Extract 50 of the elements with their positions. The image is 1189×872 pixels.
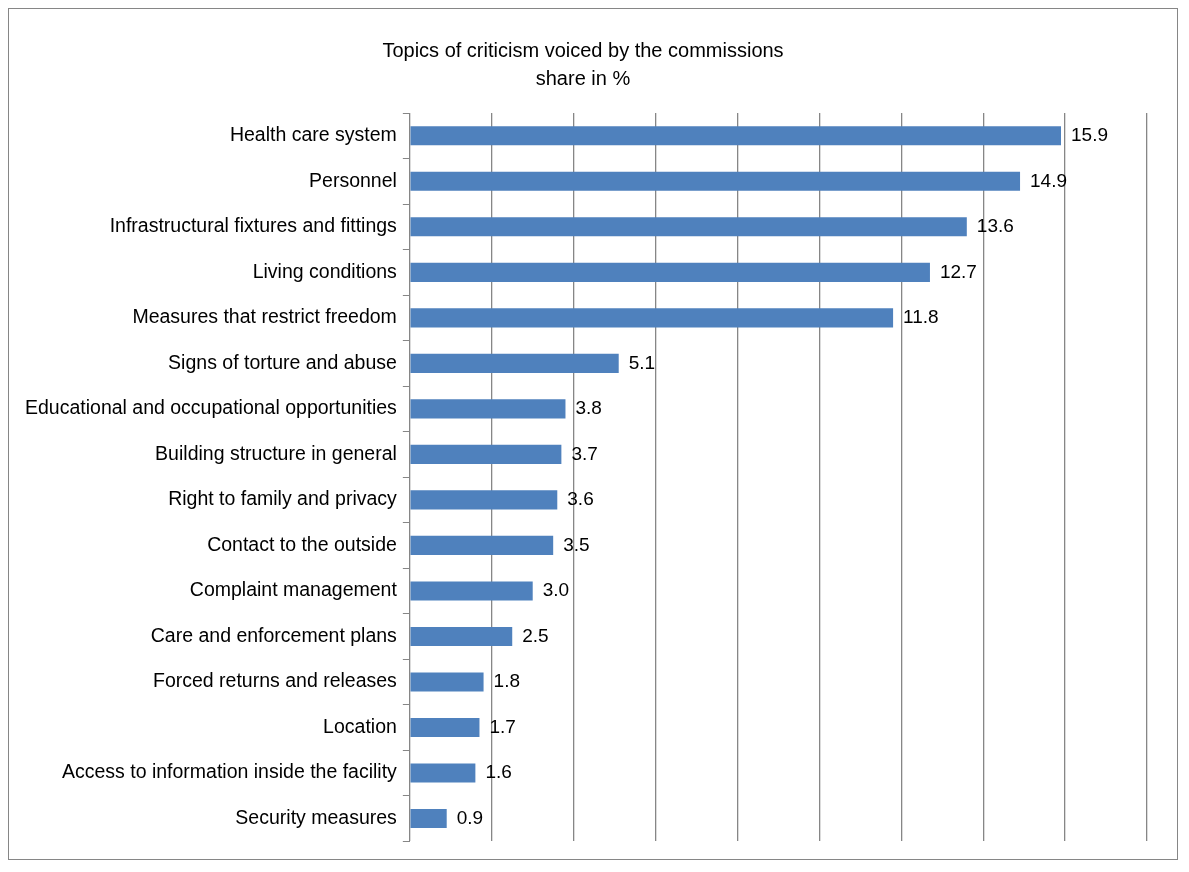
- y-tick-label: Infrastructural fixtures and fittings: [109, 214, 398, 237]
- bar: [410, 308, 894, 328]
- y-tick-label: Living conditions: [252, 259, 398, 282]
- bar: [410, 535, 554, 555]
- bar: [410, 808, 447, 829]
- data-label: 3.8: [575, 397, 602, 419]
- y-tick-label: Access to information inside the facility: [61, 760, 398, 783]
- data-label: 3.7: [571, 442, 598, 464]
- data-label: 1.7: [489, 715, 516, 737]
- y-tick-label: Signs of torture and abuse: [168, 350, 397, 373]
- data-label: 14.9: [1030, 169, 1068, 191]
- data-label: 3.5: [563, 533, 590, 555]
- bar: [410, 581, 533, 601]
- data-label: 15.9: [1071, 123, 1108, 145]
- y-tick-label: Care and enforcement plans: [150, 623, 398, 646]
- y-tick-label: Location: [323, 714, 397, 737]
- data-label: 3.6: [567, 488, 594, 510]
- bar: [410, 626, 513, 647]
- data-label: 2.5: [522, 624, 549, 646]
- y-tick-label: Right to family and privacy: [168, 487, 398, 510]
- chart-subtitle: share in %: [535, 66, 631, 89]
- bar: [410, 262, 930, 282]
- data-label: 1.8: [493, 670, 520, 692]
- y-tick-label: Contact to the outside: [207, 532, 397, 555]
- y-tick-label: Forced returns and releases: [152, 669, 398, 692]
- y-tick-label: Educational and occupational opportunities: [24, 396, 398, 419]
- data-label: 13.6: [976, 215, 1014, 237]
- y-tick-label: Complaint management: [189, 578, 398, 601]
- bar: [410, 717, 480, 738]
- bar: [410, 399, 566, 419]
- data-label: 0.9: [456, 806, 484, 828]
- bar: [410, 763, 476, 783]
- chart-title: Topics of criticism voiced by the commissions: [382, 38, 784, 61]
- data-label: 3.0: [542, 579, 570, 601]
- data-label: 1.6: [485, 761, 512, 783]
- y-tick-label: Security measures: [235, 805, 398, 828]
- data-label: 5.1: [628, 351, 656, 373]
- y-tick-label: Personnel: [309, 168, 397, 191]
- bar: [410, 171, 1021, 191]
- y-tick-label: Health care system: [229, 123, 397, 146]
- bar: [410, 444, 562, 464]
- data-label: 11.8: [903, 306, 939, 328]
- y-tick-label: Building structure in general: [155, 441, 397, 464]
- y-tick-label: Measures that restrict freedom: [132, 305, 397, 328]
- bar: [410, 490, 558, 510]
- bar: [410, 672, 484, 692]
- data-label: 12.7: [939, 260, 977, 282]
- bar: [410, 353, 619, 373]
- bar: [410, 217, 967, 237]
- bar: [410, 126, 1061, 146]
